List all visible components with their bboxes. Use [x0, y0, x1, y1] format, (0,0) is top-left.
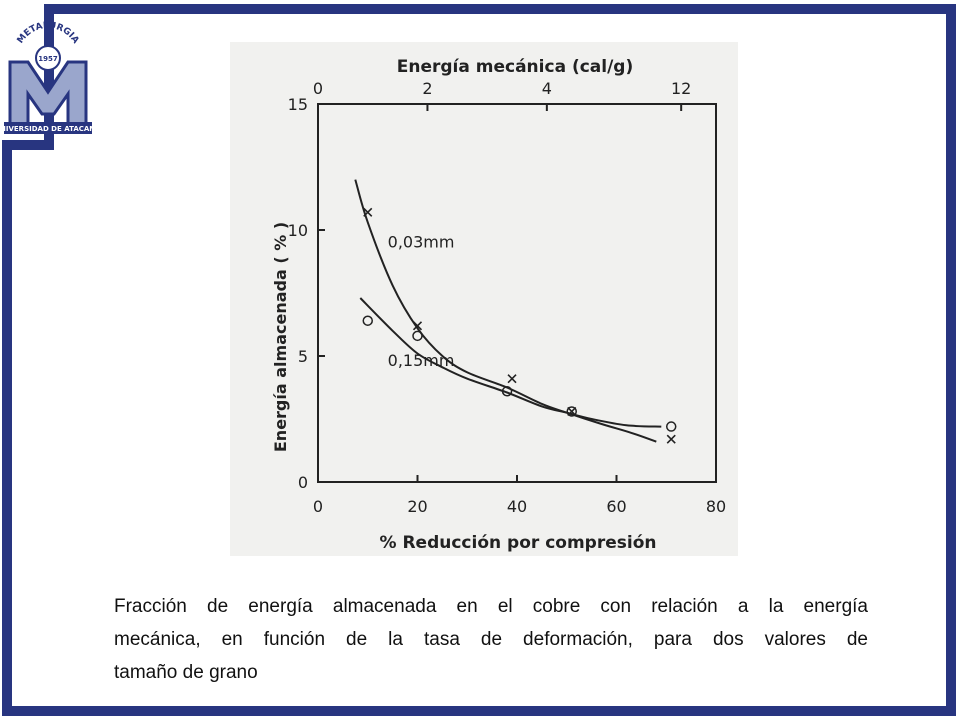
series-1-point-2 — [412, 321, 423, 331]
series-1-point-3 — [507, 374, 517, 384]
top-tick-label-0: 0 — [313, 79, 323, 98]
series-2-point-5 — [665, 421, 677, 432]
scanned-figure-background — [230, 42, 738, 556]
top-tick-label-4: 4 — [542, 79, 552, 98]
top-axis-title: Energía mecánica (cal/g) — [397, 57, 634, 77]
x-tick-label-80: 80 — [706, 497, 726, 516]
caption-line-1: Fracción de energía almacenada en el cob… — [114, 596, 868, 617]
logo-arc-text: METALURGIA — [16, 21, 81, 46]
frame-left-border — [2, 148, 12, 716]
series-1-point-1 — [363, 207, 373, 217]
y-tick-label-10: 10 — [288, 221, 308, 240]
top-tick-label-12: 12 — [671, 79, 691, 98]
series-1-point-5 — [666, 434, 676, 444]
logo-year: 1957 — [38, 55, 58, 63]
chart: Energía mecánica (cal/g) Energía almacen… — [271, 57, 726, 553]
frame-corner-join — [2, 140, 54, 150]
logo-m-shape — [8, 60, 88, 126]
frame-right-border — [946, 4, 956, 716]
series-2-point-1 — [362, 315, 373, 326]
y-tick-label-5: 5 — [298, 347, 308, 366]
figure-caption: Fracción de energía almacenada en el cob… — [114, 590, 868, 689]
logo-band-text: UNIVERSIDAD DE ATACAMA — [4, 125, 92, 133]
caption-line-2: mecánica, en función de la tasa de defor… — [114, 629, 868, 650]
university-logo: METALURGIA 1957 M UNIVERSIDAD DE ATACAMA — [4, 21, 92, 134]
logo-circle — [35, 45, 61, 71]
series-2-point-3 — [501, 386, 513, 397]
series-2-point-2 — [412, 330, 423, 342]
plot-area-frame — [317, 103, 717, 483]
frame-corner-stub — [44, 4, 54, 148]
logo-band — [4, 122, 92, 134]
caption-line-3: tamaño de grano — [114, 662, 258, 683]
top-tick-label-2: 2 — [422, 79, 432, 98]
logo-letter: M — [48, 119, 49, 121]
x-axis-title: % Reducción por compresión — [380, 533, 657, 553]
y-tick-label-0: 0 — [298, 473, 308, 492]
y-axis-title: Energía almacenada ( % ) — [271, 222, 290, 452]
series-2-point-4 — [566, 406, 577, 417]
series-curve-2 — [359, 297, 662, 428]
frame-top-border — [44, 4, 956, 14]
series-label-1: 0,03mm — [388, 233, 455, 252]
y-tick-label-15: 15 — [288, 95, 308, 114]
frame-bottom-border — [2, 706, 956, 716]
x-tick-label-40: 40 — [507, 497, 527, 516]
series-curve-1 — [354, 179, 657, 443]
x-tick-label-0: 0 — [313, 497, 323, 516]
series-label-2: 0,15mm — [388, 351, 455, 370]
x-tick-label-60: 60 — [606, 497, 626, 516]
x-tick-label-20: 20 — [407, 497, 427, 516]
